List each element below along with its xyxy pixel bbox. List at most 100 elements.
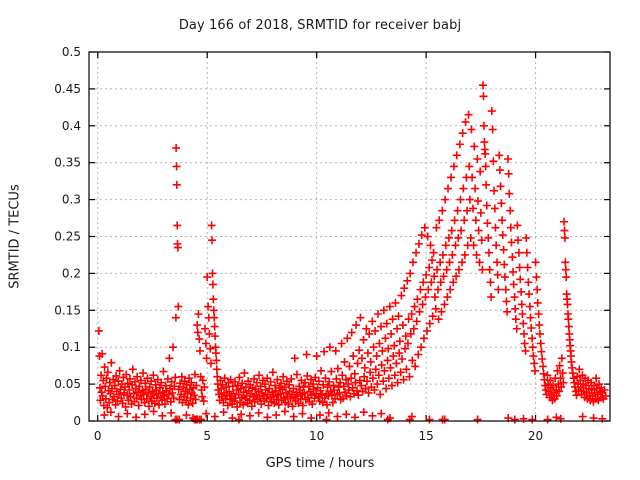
data-point [413, 295, 422, 304]
data-point [439, 272, 448, 281]
data-point [460, 250, 469, 259]
data-point [103, 368, 112, 377]
data-point [201, 324, 210, 333]
data-point [473, 197, 482, 206]
data-point [144, 402, 153, 411]
data-point [115, 366, 124, 375]
data-point [479, 81, 488, 90]
data-point [434, 315, 443, 324]
data-point [245, 396, 254, 405]
data-point [405, 372, 414, 381]
data-point [197, 415, 206, 424]
data-point [175, 415, 184, 424]
data-point [557, 383, 566, 392]
data-point [394, 312, 403, 321]
data-point [450, 216, 459, 225]
data-point [129, 389, 138, 398]
data-point [440, 415, 449, 424]
data-point [331, 346, 340, 355]
data-point [204, 302, 213, 311]
data-point [448, 250, 457, 259]
data-point [361, 384, 370, 393]
data-point [252, 378, 261, 387]
data-point [239, 400, 248, 409]
data-point [420, 223, 429, 232]
data-point [172, 180, 181, 189]
data-point [309, 385, 318, 394]
data-point [240, 369, 249, 378]
data-point [379, 377, 388, 386]
data-point [237, 410, 246, 419]
data-point [387, 329, 396, 338]
data-point [397, 291, 406, 300]
data-point [419, 334, 428, 343]
data-point [280, 407, 289, 416]
data-point [164, 390, 173, 399]
data-point [110, 381, 119, 390]
data-point [535, 321, 544, 330]
data-point [276, 379, 285, 388]
data-point [354, 391, 363, 400]
data-point [170, 382, 179, 391]
data-point [390, 371, 399, 380]
data-point [216, 376, 225, 385]
data-point [363, 349, 372, 358]
data-point [430, 272, 439, 281]
data-point [135, 382, 144, 391]
data-point [380, 366, 389, 375]
data-point [256, 382, 265, 391]
data-point [350, 413, 359, 422]
data-point [114, 412, 123, 421]
data-point [546, 376, 555, 385]
data-point [447, 173, 456, 182]
data-point [531, 258, 540, 267]
data-point [428, 312, 437, 321]
data-point [97, 388, 106, 397]
data-point [368, 317, 377, 326]
data-point [238, 379, 247, 388]
y-tick-labels-group: 0 0.05 0.1 0.15 0.2 0.25 0.3 0.35 0.4 0.45 0.5 [54, 45, 81, 428]
data-point [219, 408, 228, 417]
data-point [441, 241, 450, 250]
data-point [502, 297, 511, 306]
data-point [368, 374, 377, 383]
data-point [533, 285, 542, 294]
data-point [429, 248, 438, 257]
data-point [393, 324, 402, 333]
data-point [526, 313, 535, 322]
data-point [592, 374, 601, 383]
data-point [149, 371, 158, 380]
data-point [140, 410, 149, 419]
y-tick-label: 0.5 [62, 45, 81, 59]
data-point [560, 233, 569, 242]
data-point [493, 270, 502, 279]
data-point [438, 206, 447, 215]
data-point [371, 326, 380, 335]
data-point [437, 307, 446, 316]
data-point [494, 285, 503, 294]
data-point [425, 263, 434, 272]
y-tick-label: 0.1 [62, 340, 81, 354]
data-point [433, 285, 442, 294]
x-tick-label: 0 [94, 429, 102, 443]
data-point [435, 216, 444, 225]
data-point [195, 335, 204, 344]
data-point [199, 397, 208, 406]
data-point [509, 267, 518, 276]
data-point [449, 278, 458, 287]
data-point [552, 391, 561, 400]
data-point [206, 344, 215, 353]
data-point [174, 385, 183, 394]
data-point [333, 412, 342, 421]
plot-frame [88, 51, 611, 422]
data-point [482, 180, 491, 189]
data-point [436, 278, 445, 287]
data-point [438, 250, 447, 259]
data-point [516, 275, 525, 284]
data-point [208, 280, 217, 289]
x-tick-label: 15 [418, 429, 433, 443]
data-point [298, 409, 307, 418]
data-point [192, 381, 201, 390]
data-point [489, 157, 498, 166]
y-tick-label: 0.25 [54, 230, 81, 244]
